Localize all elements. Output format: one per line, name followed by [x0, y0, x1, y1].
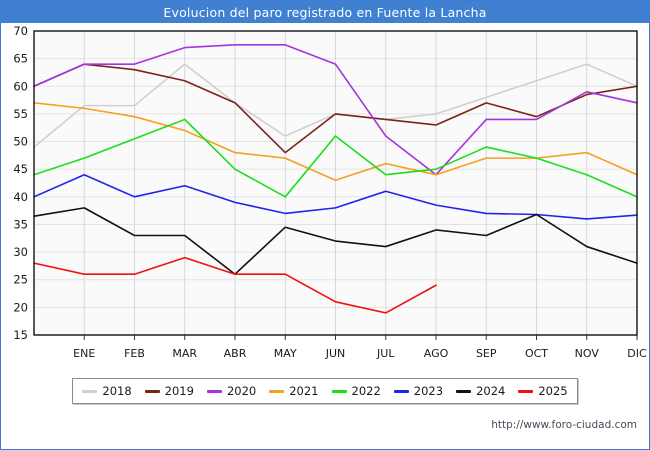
svg-text:MAR: MAR [172, 347, 197, 360]
svg-text:20: 20 [13, 300, 28, 314]
svg-text:NOV: NOV [575, 347, 600, 360]
svg-text:DIC: DIC [627, 347, 647, 360]
page-title: Evolucion del paro registrado en Fuente … [163, 4, 487, 20]
svg-text:70: 70 [13, 24, 28, 38]
source-url: http://www.foro-ciudad.com [491, 419, 637, 431]
legend-label-2018: 2018 [102, 384, 132, 398]
legend-item-2023[interactable]: 2023 [393, 384, 444, 398]
svg-text:JUL: JUL [376, 347, 395, 360]
svg-text:45: 45 [13, 162, 28, 176]
legend-swatch-2019 [144, 389, 160, 393]
legend-item-2024[interactable]: 2024 [456, 384, 505, 398]
grid-lines [34, 30, 637, 336]
legend-item-2025[interactable]: 2025 [518, 384, 568, 398]
svg-text:MAY: MAY [274, 347, 297, 360]
svg-text:55: 55 [13, 107, 28, 121]
svg-text:OCT: OCT [525, 347, 548, 360]
legend-container: 2018 2019 2020 2021 2022 2023 2024 2025 [1, 371, 649, 411]
data-series-group [33, 44, 638, 314]
svg-text:35: 35 [13, 217, 28, 231]
legend-item-2020[interactable]: 2020 [206, 384, 257, 398]
legend-item-2022[interactable]: 2022 [331, 384, 381, 398]
y-axis-tick-labels: 15 20 25 30 35 40 45 50 55 60 65 70 [13, 24, 28, 342]
legend-label-2021: 2021 [289, 384, 319, 398]
legend-item-2019[interactable]: 2019 [144, 384, 194, 398]
window-title-bar: Evolucion del paro registrado en Fuente … [1, 1, 649, 23]
legend-swatch-2021 [269, 389, 285, 393]
svg-text:SEP: SEP [476, 347, 497, 360]
svg-text:ENE: ENE [73, 347, 95, 360]
legend-item-2018[interactable]: 2018 [82, 384, 132, 398]
x-axis-tick-labels: ENE FEB MAR ABR MAY JUN JUL AGO SEP OCT NOV DIC [73, 335, 647, 360]
legend: 2018 2019 2020 2021 2022 2023 2024 2025 [72, 378, 578, 404]
svg-text:30: 30 [13, 245, 28, 259]
legend-item-2021[interactable]: 2021 [269, 384, 319, 398]
legend-swatch-2018 [82, 389, 98, 393]
svg-text:AGO: AGO [424, 347, 449, 360]
svg-text:50: 50 [13, 135, 28, 149]
plot-frame [33, 30, 638, 336]
svg-text:ABR: ABR [224, 347, 247, 360]
svg-text:15: 15 [13, 328, 28, 342]
svg-text:60: 60 [13, 79, 28, 93]
legend-label-2019: 2019 [164, 384, 194, 398]
line-chart: 15 20 25 30 35 40 45 50 55 60 65 70 ENE FEB MAR ABR MAY… [13, 24, 647, 360]
legend-swatch-2020 [206, 389, 222, 393]
svg-text:65: 65 [13, 52, 28, 66]
legend-swatch-2022 [331, 389, 347, 393]
legend-label-2020: 2020 [226, 384, 257, 398]
svg-text:JUN: JUN [325, 347, 346, 360]
legend-swatch-2025 [518, 389, 534, 393]
chart-plot-area: 15 20 25 30 35 40 45 50 55 60 65 70 ENE FEB MAR ABR MAY… [1, 23, 649, 363]
legend-label-2023: 2023 [413, 384, 444, 398]
svg-text:25: 25 [13, 273, 28, 287]
svg-text:40: 40 [13, 190, 28, 204]
legend-label-2025: 2025 [538, 384, 568, 398]
legend-label-2024: 2024 [476, 384, 506, 398]
legend-label-2022: 2022 [351, 384, 381, 398]
legend-swatch-2024 [456, 389, 472, 393]
svg-text:FEB: FEB [124, 347, 145, 360]
legend-swatch-2023 [393, 389, 409, 393]
